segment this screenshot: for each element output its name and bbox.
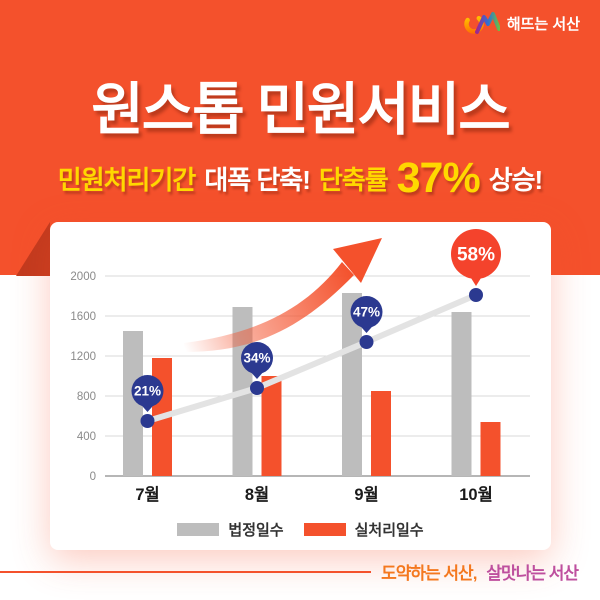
legend-item: 실처리일수 <box>303 519 424 540</box>
site-logo: 해뜨는 서산 <box>464 10 580 36</box>
legal-days-bar <box>123 331 143 476</box>
footer-slogan-1: 도약하는 서산, <box>381 564 477 583</box>
subtitle-seg-3: 단축률 <box>318 165 389 195</box>
y-tick-label: 400 <box>77 431 96 443</box>
growth-arrow-head <box>333 238 382 283</box>
chart-card: 0 400 800 1200 1600 2000 7월 8월 9월 10월 21% 34% 47% 58%… <box>50 222 551 550</box>
subtitle-percent: 37% <box>396 154 481 202</box>
actual-days-bar <box>261 376 282 476</box>
data-point-dot <box>359 335 374 349</box>
percent-pin-label: 34% <box>243 351 270 366</box>
subtitle-seg-1: 민원처리기간 <box>57 165 197 195</box>
y-tick-label: 1600 <box>70 311 96 323</box>
actual-days-bar <box>371 391 391 476</box>
data-point-dot <box>469 288 483 302</box>
legend-item: 법정일수 <box>177 519 284 540</box>
subtitle-seg-5: 상승! <box>488 165 543 195</box>
data-point-dot <box>250 381 264 395</box>
growth-arrow-swoosh <box>184 262 354 352</box>
y-tick-label: 1200 <box>70 351 96 363</box>
percent-pin-label: 47% <box>353 305 380 320</box>
footer-divider-line <box>0 570 372 573</box>
logo-text: 해뜨는 서산 <box>506 15 580 33</box>
chart-legend: 법정일수 실처리일수 <box>50 519 551 540</box>
percent-pin <box>451 229 501 279</box>
footer-slogan-2: 살맛나는 서산 <box>486 564 579 583</box>
x-axis-label: 7월 <box>135 485 159 504</box>
y-tick-label: 800 <box>77 391 96 403</box>
actual-days-bar <box>480 422 501 476</box>
legend-label: 법정일수 <box>228 522 284 539</box>
y-tick-label: 0 <box>90 471 96 483</box>
y-tick-label: 2000 <box>70 271 96 283</box>
legend-label: 실처리일수 <box>354 522 424 539</box>
subtitle-seg-2: 대폭 단축! <box>204 165 311 195</box>
x-axis-label: 8월 <box>245 485 269 504</box>
sunrise-mountain-icon <box>464 12 500 34</box>
bar-chart: 0 400 800 1200 1600 2000 7월 8월 9월 10월 21% 34% 47% 58% <box>70 229 530 504</box>
percent-pin-label: 21% <box>134 384 161 399</box>
subtitle: 민원처리기간 대폭 단축! 단축률 37% 상승! <box>0 154 600 203</box>
legend-swatch <box>177 523 220 536</box>
percent-pin-label: 58% <box>457 245 495 266</box>
legal-days-bar <box>342 293 362 476</box>
percent-pin <box>131 375 164 407</box>
percent-pin <box>241 342 273 374</box>
data-point-dot <box>140 414 155 428</box>
legend-swatch <box>303 523 346 536</box>
footer: 도약하는 서산, 살맛나는 서산 <box>0 559 579 584</box>
legal-days-bar <box>451 312 472 476</box>
percent-pin <box>350 296 383 328</box>
x-axis-label: 9월 <box>354 485 378 504</box>
x-axis-label: 10월 <box>459 485 493 504</box>
page-title: 원스톱 민원서비스 <box>91 78 510 142</box>
trend-line <box>144 292 479 424</box>
